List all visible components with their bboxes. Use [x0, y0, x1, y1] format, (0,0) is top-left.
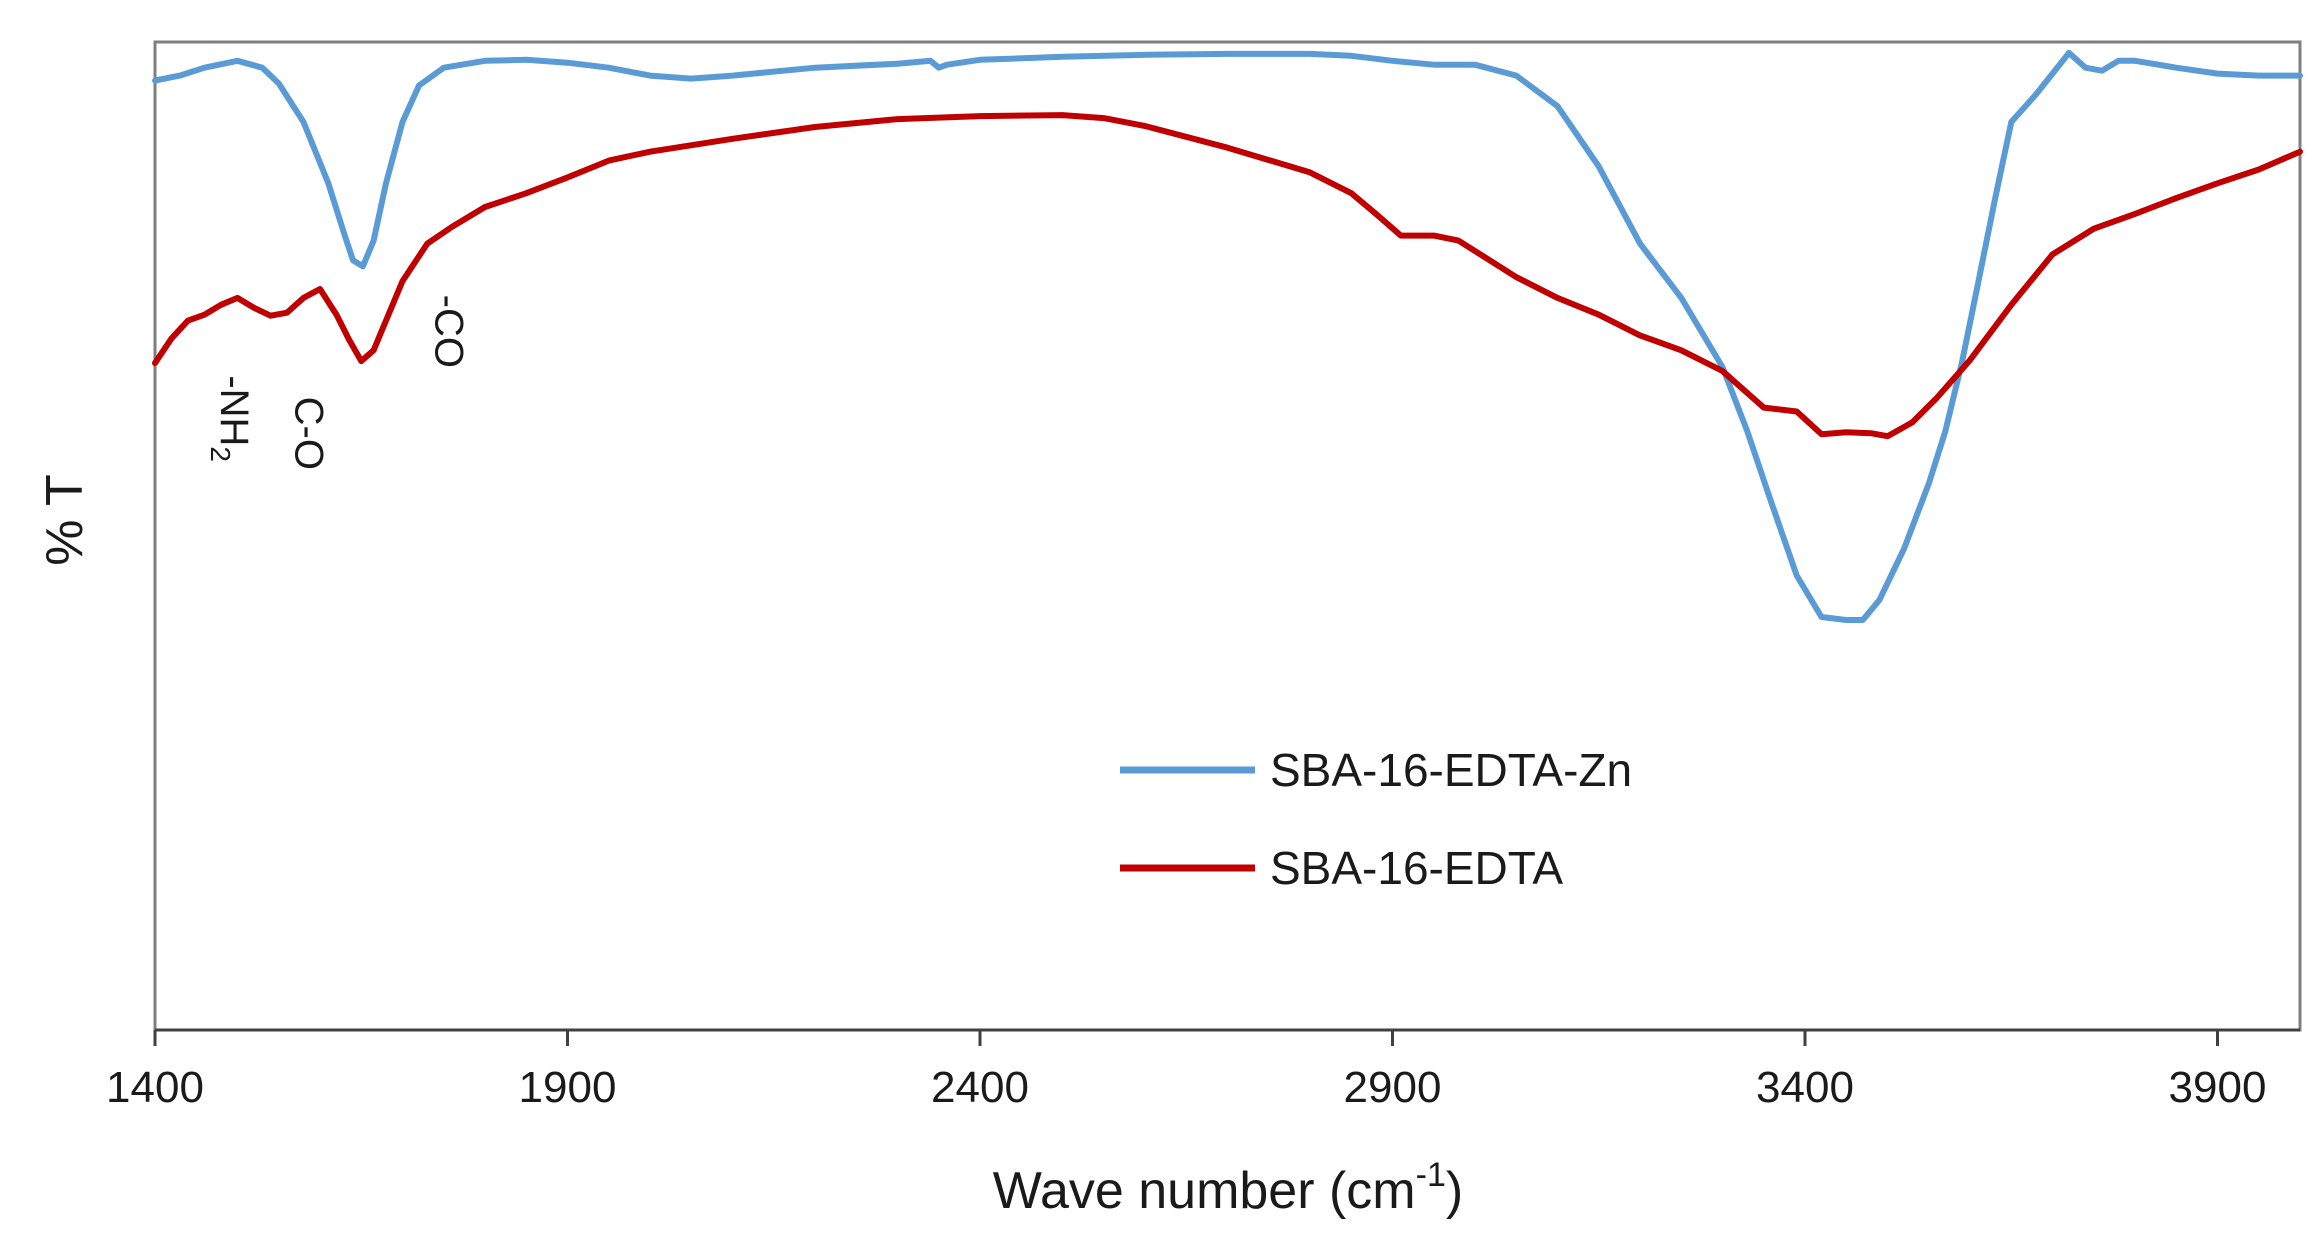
x-tick-label: 3900	[2169, 1063, 2267, 1112]
x-axis-title-superscript: -1	[1416, 1156, 1446, 1194]
peak-annotation: C-O	[286, 397, 330, 470]
x-axis-title: Wave number (cm-1)	[993, 1156, 1463, 1220]
x-tick-label: 1900	[519, 1063, 617, 1112]
legend-label-zn: SBA-16-EDTA-Zn	[1270, 744, 1632, 796]
series-layer	[152, 49, 2303, 623]
legend: SBA-16-EDTA-Zn SBA-16-EDTA	[1120, 744, 1632, 894]
series-line-1	[152, 112, 2303, 440]
x-axis-title-end: )	[1446, 1162, 1463, 1220]
y-axis-title: % T	[36, 474, 94, 566]
peak-annotation-text: -CO	[427, 295, 471, 368]
x-tick-label: 3400	[1756, 1063, 1854, 1112]
legend-label-edta: SBA-16-EDTA	[1270, 842, 1563, 894]
x-ticks: 1400 1900 2400 2900 3400 3900	[106, 1030, 2266, 1112]
x-tick-label: 2400	[931, 1063, 1029, 1112]
x-tick-label: 2900	[1344, 1063, 1442, 1112]
peak-annotation: -NH2	[205, 375, 256, 462]
plot-area-frame	[153, 40, 2302, 1032]
peak-annotation: -CO	[427, 295, 471, 368]
peak-annotations: -NH2 C-O -CO	[205, 295, 471, 470]
peak-annotation-text: C-O	[286, 397, 330, 470]
series-line-0	[152, 49, 2303, 623]
x-axis-title-main: Wave number (cm	[993, 1162, 1416, 1220]
peak-annotation-subscript: 2	[205, 446, 236, 462]
x-tick-label: 1400	[106, 1063, 204, 1112]
peak-annotation-text: -NH	[212, 375, 256, 446]
